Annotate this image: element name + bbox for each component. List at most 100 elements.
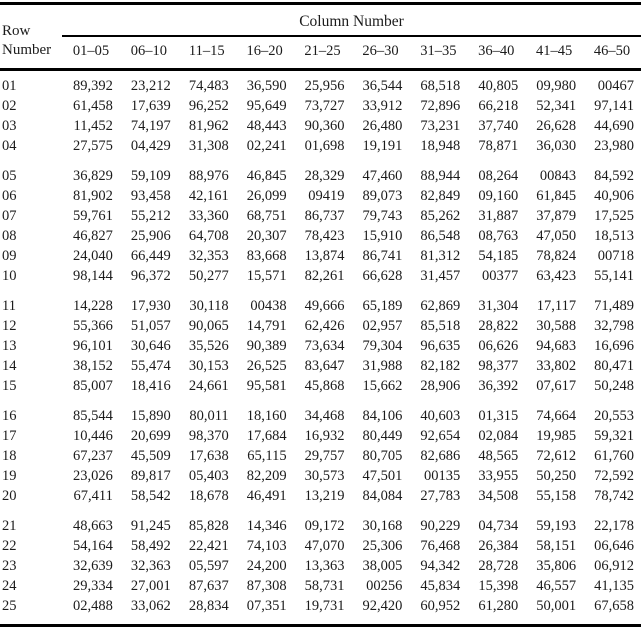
table-row: 03 11,452 74,197 81,962 48,443 90,360 26,480 73… <box>0 116 641 136</box>
table-cell: 02,488 <box>73 598 113 614</box>
row-group-4: 16 85,544 15,890 80,011 18,160 34,468 84,106 40… <box>0 406 641 506</box>
table-cell: 27,783 <box>420 488 461 504</box>
table-cell: 90,360 <box>304 118 345 134</box>
table-cell: 30,588 <box>536 318 577 334</box>
table-cell: 30,168 <box>362 518 403 534</box>
table-cell: 94,342 <box>420 558 461 574</box>
table-cell: 61,845 <box>536 188 577 204</box>
table-cell: 81,902 <box>73 188 113 204</box>
table-cell: 32,639 <box>73 558 113 574</box>
table-cell: 26,525 <box>246 358 287 374</box>
table-cell: 40,906 <box>594 188 634 204</box>
table-cell: 85,544 <box>73 408 113 424</box>
table-cell: 90,065 <box>188 318 229 334</box>
table-cell: 00467 <box>597 78 634 94</box>
table-cell: 82,849 <box>420 188 461 204</box>
table-cell: 95,581 <box>246 378 287 394</box>
table-cell: 00377 <box>481 268 519 284</box>
table-cell: 18,513 <box>594 228 634 244</box>
table-cell: 46,827 <box>73 228 113 244</box>
table-cell: 89,392 <box>73 78 113 94</box>
table-cell: 26,480 <box>362 118 403 134</box>
table-cell: 13,874 <box>304 248 345 264</box>
table-cell: 19,731 <box>304 598 345 614</box>
row-number: 13 <box>2 338 17 354</box>
table-cell: 86,737 <box>304 208 345 224</box>
table-cell: 85,007 <box>73 378 113 394</box>
row-number: 22 <box>2 538 17 554</box>
table-cell: 72,896 <box>420 98 461 114</box>
table-cell: 17,930 <box>130 298 171 314</box>
table-cell: 73,727 <box>304 98 345 114</box>
table-cell: 36,030 <box>536 138 577 154</box>
table-cell: 67,411 <box>73 488 113 504</box>
table-cell: 47,501 <box>362 468 403 484</box>
table-cell: 28,822 <box>478 318 519 334</box>
table-cell: 33,955 <box>478 468 519 484</box>
row-number: 08 <box>2 228 17 244</box>
table-cell: 38,152 <box>73 358 113 374</box>
table-cell: 62,869 <box>420 298 461 314</box>
table-cell: 31,887 <box>478 208 519 224</box>
table-cell: 36,590 <box>246 78 287 94</box>
table-cell: 09419 <box>308 188 345 204</box>
table-cell: 50,248 <box>594 378 634 394</box>
row-number: 25 <box>2 598 17 614</box>
table-cell: 34,508 <box>478 488 519 504</box>
table-cell: 17,525 <box>594 208 634 224</box>
table-cell: 66,628 <box>362 268 403 284</box>
table-cell: 71,489 <box>594 298 634 314</box>
table-cell: 45,834 <box>420 578 461 594</box>
table-cell: 61,458 <box>73 98 113 114</box>
row-group-5: 21 48,663 91,245 85,828 14,346 09,172 30,168 90… <box>0 516 641 616</box>
table-cell: 66,449 <box>130 248 171 264</box>
table-cell: 54,164 <box>73 538 113 554</box>
table-cell: 68,751 <box>246 208 287 224</box>
table-cell: 73,634 <box>304 338 345 354</box>
table-cell: 15,571 <box>246 268 287 284</box>
row-number: 19 <box>2 468 17 484</box>
table-row: 20 67,411 58,542 18,678 46,491 13,219 84,084 27… <box>0 486 641 506</box>
table-cell: 35,806 <box>536 558 577 574</box>
table-cell: 09,160 <box>478 188 519 204</box>
row-header-line2: Number <box>2 42 52 58</box>
table-cell: 51,057 <box>130 318 171 334</box>
table-row: 16 85,544 15,890 80,011 18,160 34,468 84,106 40… <box>0 406 641 426</box>
table-cell: 05,403 <box>188 468 229 484</box>
table-cell: 26,384 <box>478 538 519 554</box>
table-row: 02 61,458 17,639 96,252 95,649 73,727 33,912 72… <box>0 96 641 116</box>
table-cell: 00843 <box>539 168 577 184</box>
table-cell: 02,241 <box>246 138 287 154</box>
table-cell: 30,153 <box>188 358 229 374</box>
table-cell: 06,912 <box>594 558 634 574</box>
table-cell: 81,312 <box>420 248 461 264</box>
table-row: 13 96,101 30,646 35,526 90,389 73,634 79,304 96… <box>0 336 641 356</box>
column-header: 11–15 <box>188 43 225 59</box>
table-cell: 25,956 <box>304 78 345 94</box>
table-cell: 52,341 <box>536 98 577 114</box>
table-cell: 28,329 <box>304 168 345 184</box>
table-cell: 55,366 <box>73 318 113 334</box>
row-number: 03 <box>2 118 17 134</box>
table-cell: 02,957 <box>362 318 403 334</box>
table-row: 12 55,366 51,057 90,065 14,791 62,426 02,957 85… <box>0 316 641 336</box>
column-header: 46–50 <box>593 43 631 59</box>
table-cell: 78,871 <box>478 138 519 154</box>
table-row: 17 10,446 20,699 98,370 17,684 16,932 80,449 92… <box>0 426 641 446</box>
table-cell: 91,245 <box>130 518 171 534</box>
column-header: 06–10 <box>130 43 167 59</box>
table-cell: 78,742 <box>594 488 634 504</box>
table-cell: 55,474 <box>130 358 171 374</box>
table-cell: 67,237 <box>73 448 113 464</box>
table-cell: 96,635 <box>420 338 461 354</box>
table-cell: 83,668 <box>246 248 287 264</box>
table-cell: 45,509 <box>130 448 171 464</box>
column-header: 01–05 <box>72 43 110 59</box>
table-cell: 28,728 <box>478 558 519 574</box>
table-row: 09 24,040 66,449 32,353 83,668 13,874 86,741 81… <box>0 246 641 266</box>
table-cell: 17,638 <box>188 448 229 464</box>
table-cell: 14,228 <box>73 298 113 314</box>
row-number: 24 <box>2 578 17 594</box>
table-cell: 95,649 <box>246 98 287 114</box>
